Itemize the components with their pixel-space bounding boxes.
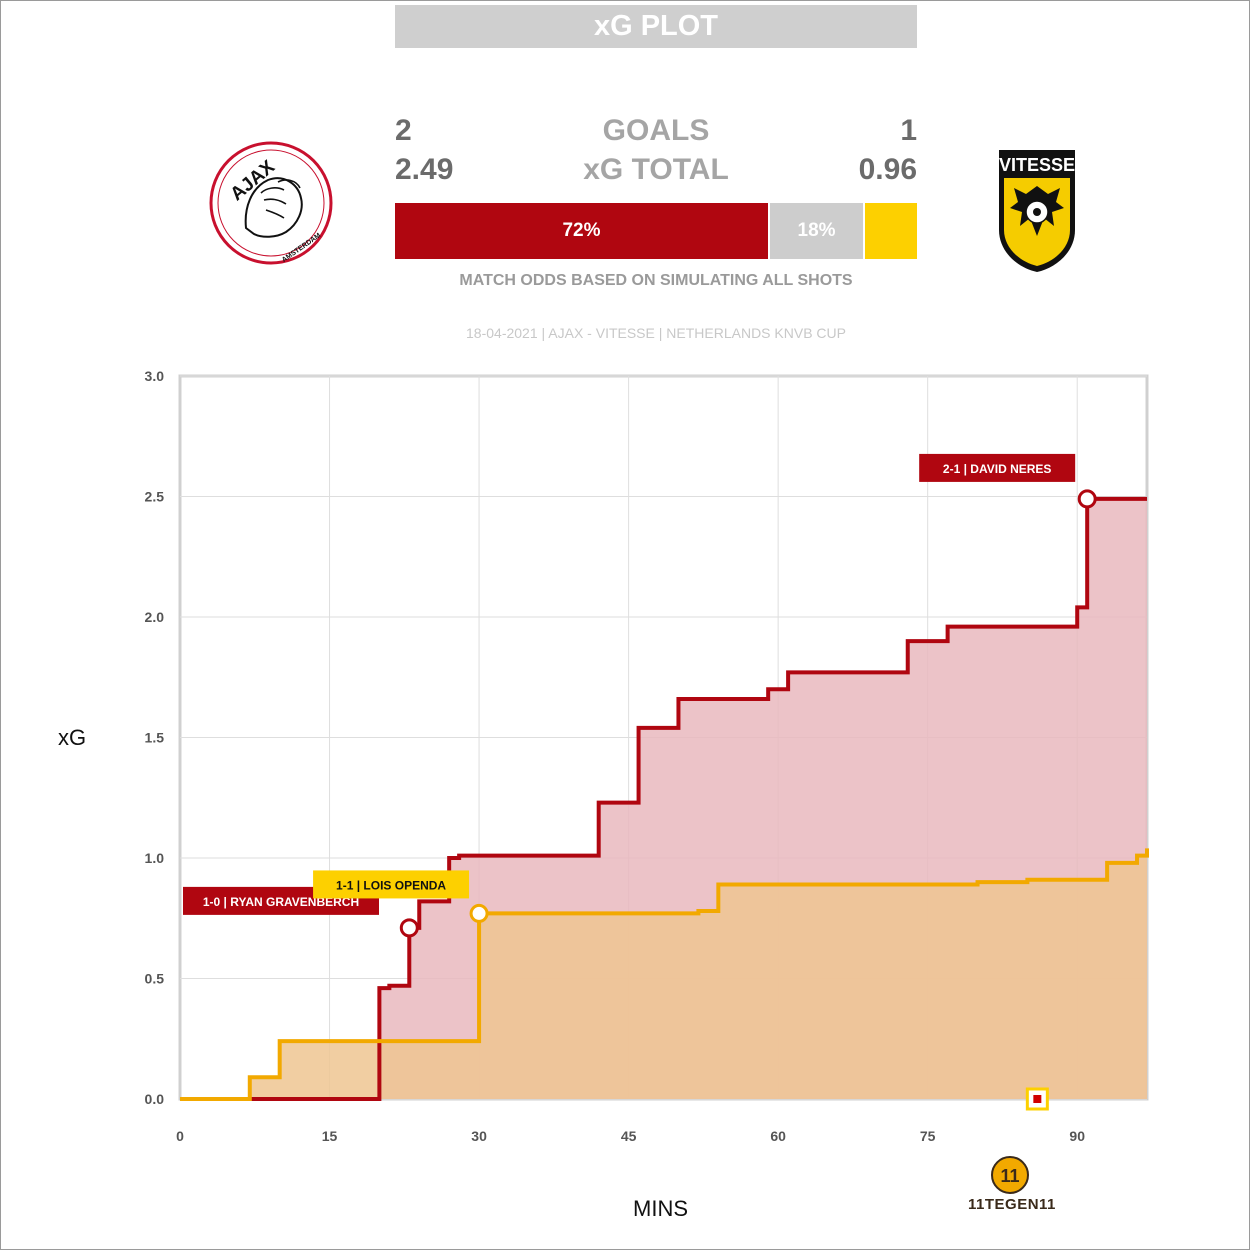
x-tick-label: 30 [471,1128,487,1144]
ajax-logo-icon: AJAX AMSTERDAM [209,141,333,265]
x-axis-title: MINS [633,1196,688,1221]
home-goals: 2 [395,114,412,147]
goals-label: GOALS [602,114,710,147]
goal-marker [399,918,419,938]
away-win-odds-bar [865,203,917,259]
y-tick-label: 3.0 [145,368,165,384]
brand-logo-icon: 11 [991,1156,1029,1194]
y-tick-label: 0.0 [145,1091,165,1107]
x-tick-label: 15 [322,1128,338,1144]
vitesse-logo-icon: VITESSE [999,150,1075,272]
x-tick-label: 0 [176,1128,184,1144]
odds-note: MATCH ODDS BASED ON SIMULATING ALL SHOTS [459,272,853,289]
goal-marker [1077,489,1097,509]
x-tick-label: 75 [920,1128,936,1144]
red-card-icon [1033,1095,1042,1103]
goal-label: 2-1 | DAVID NERES [943,462,1052,476]
home-xg-total: 2.49 [395,153,454,186]
draw-odds-label: 18% [797,220,836,241]
xg-total-label: xG TOTAL [583,153,729,186]
xg-line-ajax [180,496,1147,1101]
goal-label: 1-1 | LOIS OPENDA [336,878,446,892]
page-title: xG PLOT [395,5,917,48]
away-xg-total: 0.96 [858,153,917,186]
y-axis-title: xG [58,725,87,750]
y-tick-label: 1.0 [145,850,165,866]
brand-logo-glyph: 11 [1000,1166,1019,1186]
xg-line-vitesse [180,848,1149,1101]
home-win-odds-label: 72% [562,220,601,241]
y-tick-label: 0.5 [145,971,165,987]
y-tick-label: 2.0 [145,609,165,625]
brand-name: 11TEGEN11 [968,1196,1056,1213]
vitesse-logo-text: VITESSE [999,155,1075,175]
x-tick-label: 90 [1069,1128,1085,1144]
x-tick-label: 60 [770,1128,786,1144]
y-tick-label: 2.5 [145,489,165,505]
away-goals: 1 [900,114,917,147]
home-win-odds-bar: 72% [395,203,768,259]
draw-odds-bar: 18% [769,203,864,259]
goal-label-box [313,870,470,899]
xg-area-vitesse [180,848,1147,1099]
goal-marker [469,903,489,923]
y-tick-label: 1.5 [145,730,165,746]
x-tick-label: 45 [621,1128,637,1144]
match-info: 18-04-2021 | AJAX - VITESSE | NETHERLAND… [466,325,846,341]
goal-label-box [919,453,1076,482]
